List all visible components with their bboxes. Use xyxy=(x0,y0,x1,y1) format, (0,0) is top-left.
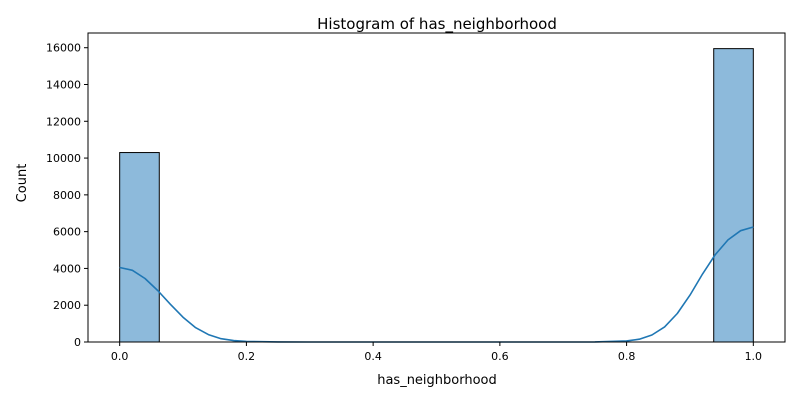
histogram-bar-1 xyxy=(713,48,754,343)
chart-title: Histogram of has_neighborhood xyxy=(317,15,557,34)
plot-area: 0.0 0.2 0.4 0.6 0.8 1.0 0 2000 4000 6000 8000 10000… xyxy=(46,32,786,363)
y-axis-label: Count xyxy=(15,164,30,203)
y-tick-label-0: 0 xyxy=(74,336,81,349)
x-tick-label-2: 0.4 xyxy=(364,350,382,363)
y-tick-label-1: 2000 xyxy=(53,299,81,312)
x-tick-label-3: 0.6 xyxy=(491,350,509,363)
y-tick-label-8: 16000 xyxy=(46,42,81,55)
x-tick-label-5: 1.0 xyxy=(745,350,763,363)
kde-line xyxy=(119,226,754,343)
y-tick-label-3: 6000 xyxy=(53,226,81,239)
x-tick-label-4: 0.8 xyxy=(618,350,636,363)
y-tick-label-5: 10000 xyxy=(46,152,81,165)
axes-frame xyxy=(87,32,786,343)
y-tick-label-4: 8000 xyxy=(53,189,81,202)
y-tick-label-7: 14000 xyxy=(46,79,81,92)
x-tick-label-0: 0.0 xyxy=(111,350,129,363)
histogram-bar-0 xyxy=(119,152,160,343)
x-axis-label: has_neighborhood xyxy=(377,373,497,388)
x-tick-label-1: 0.2 xyxy=(238,350,256,363)
y-tick-label-2: 4000 xyxy=(53,262,81,275)
y-tick-label-6: 12000 xyxy=(46,115,81,128)
